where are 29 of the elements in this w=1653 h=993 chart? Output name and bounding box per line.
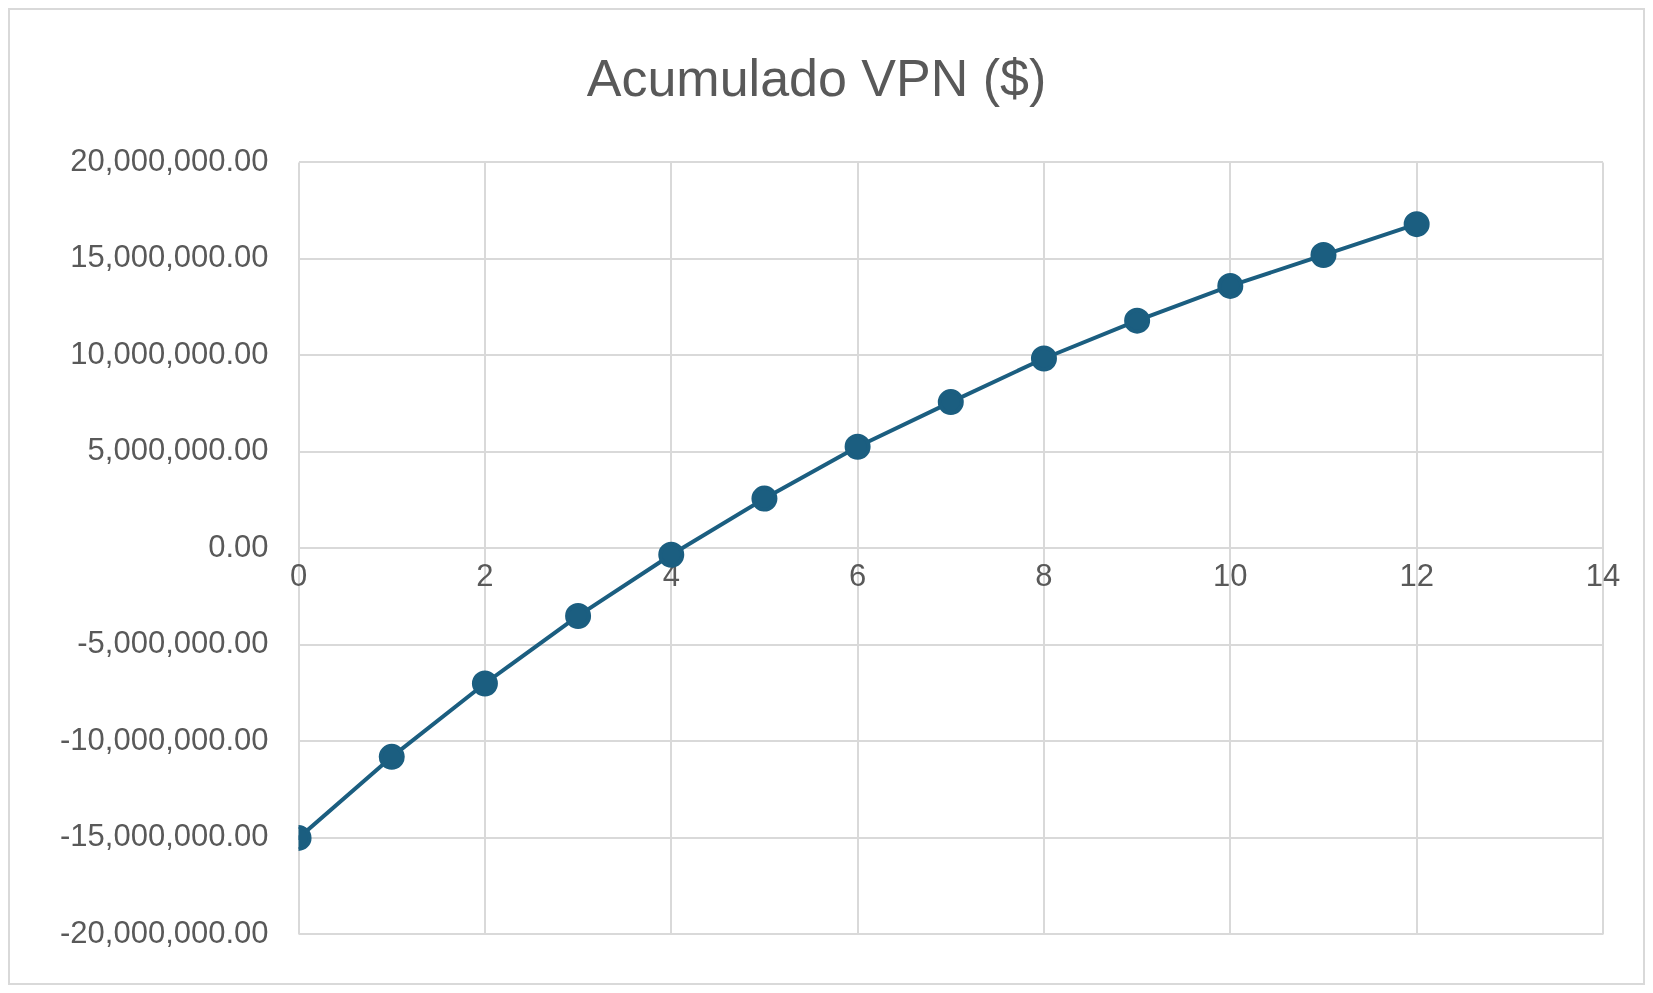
point <box>658 541 685 568</box>
x-tick-label: 10 <box>1213 557 1248 593</box>
y-tick-label: 15,000,000.00 <box>70 239 269 275</box>
point <box>471 670 498 697</box>
x-tick-label: 6 <box>848 557 867 593</box>
y-tick-label: -15,000,000.00 <box>59 818 269 854</box>
y-tick-label: 5,000,000.00 <box>87 432 269 468</box>
y-tick-label: -20,000,000.00 <box>59 914 269 950</box>
point <box>378 743 405 770</box>
point <box>1124 307 1151 334</box>
point <box>1217 272 1244 299</box>
y-tick-label: 10,000,000.00 <box>70 335 269 371</box>
x-tick-label: 0 <box>289 557 308 593</box>
chart-title: Acumulado VPN ($) <box>586 48 1047 107</box>
x-tick-label: 12 <box>1399 557 1434 593</box>
y-tick-label: 0.00 <box>208 528 269 564</box>
point <box>565 602 592 629</box>
x-tick-label: 14 <box>1585 557 1621 593</box>
point <box>1030 345 1057 372</box>
point <box>1403 211 1430 238</box>
y-tick-label: -5,000,000.00 <box>77 625 269 661</box>
point <box>751 485 778 512</box>
point <box>1310 242 1337 269</box>
x-tick-label: 8 <box>1035 557 1053 593</box>
y-tick-label: 20,000,000.00 <box>70 142 269 178</box>
point <box>937 389 964 416</box>
point <box>844 433 871 460</box>
x-tick-label: 2 <box>476 557 494 593</box>
y-tick-label: -10,000,000.00 <box>59 721 269 757</box>
